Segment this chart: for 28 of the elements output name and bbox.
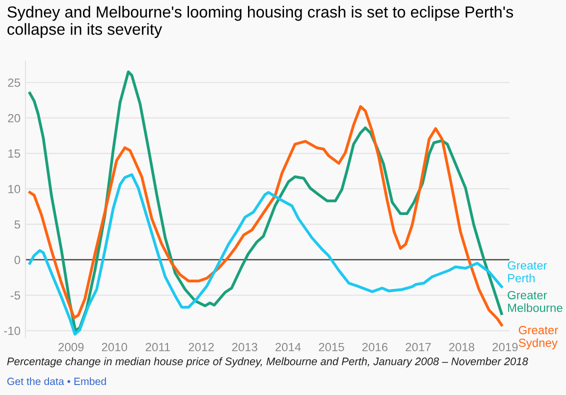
x-tick-label: 2019 — [492, 342, 518, 352]
y-tick-label: -5 — [10, 291, 20, 300]
line-series — [28, 173, 503, 336]
text: Get the data • Embed — [7, 377, 106, 386]
y-tick-label: 25 — [8, 78, 20, 87]
series-label: Greater Perth — [508, 261, 547, 282]
x-tick-label: 2012 — [188, 342, 214, 352]
y-tick-label: 5 — [14, 220, 20, 229]
x-tick-label: 2011 — [146, 342, 170, 352]
x-tick-label: 2009 — [58, 342, 84, 352]
y-tick-label: 15 — [8, 150, 20, 158]
x-tick-label: 2017 — [406, 342, 431, 352]
y-tick-label: 10 — [8, 184, 20, 194]
x-tick-label: 2010 — [102, 342, 128, 352]
text: Percentage change in median house price of Sydney, Melbourne and Perth, January 2008 – November 2018 — [7, 357, 528, 368]
x-tick-label: 2013 — [232, 342, 258, 352]
x-tick-label: 2018 — [449, 342, 474, 352]
series-label: Greater Sydney — [518, 326, 558, 350]
y-tick-label: 20 — [8, 114, 20, 122]
y-tick-label: -10 — [4, 326, 20, 336]
x-tick-label: 2016 — [362, 342, 388, 352]
line-series — [28, 70, 503, 332]
series-label: Greater Melbourne — [508, 290, 562, 312]
x-tick-label: 2015 — [318, 342, 344, 352]
chart-title: Sydney and Melbourne's looming housing crash is set to eclipse Perth's collapse in its severity — [7, 6, 514, 38]
y-tick-label: 0 — [14, 256, 20, 264]
line-series — [28, 105, 503, 326]
x-tick-label: 2014 — [276, 342, 301, 352]
